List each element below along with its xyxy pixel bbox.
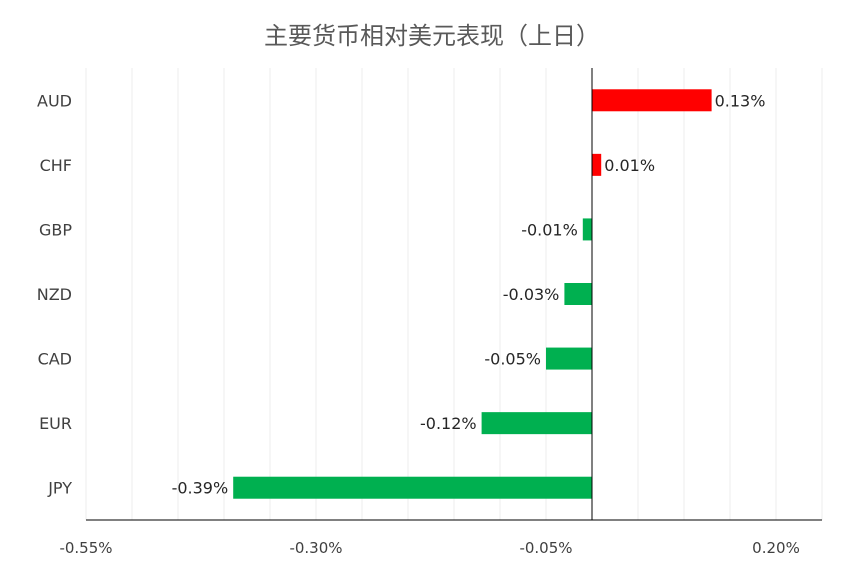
data-label: 0.01% <box>604 156 655 175</box>
bar-aud <box>592 89 712 112</box>
category-label: JPY <box>47 479 72 498</box>
labels: AUD 0.13% CHF 0.01% GBP -0.01% NZD -0.03% CAD -0.… <box>37 91 766 497</box>
data-label: -0.12% <box>420 414 477 433</box>
bar-nzd <box>564 283 592 305</box>
data-label: -0.05% <box>484 350 541 369</box>
chart-title: 主要货币相对美元表现（上日） <box>264 22 600 50</box>
gridlines <box>85 68 823 520</box>
category-label: AUD <box>37 91 72 110</box>
category-label: CHF <box>40 156 72 175</box>
category-label: CAD <box>38 350 72 369</box>
data-label: -0.03% <box>503 285 560 304</box>
bar-chf <box>592 153 602 176</box>
x-tick-label: 0.20% <box>752 539 800 557</box>
bar-cad <box>546 347 592 370</box>
category-label: GBP <box>39 220 72 239</box>
x-tick-label: -0.30% <box>289 539 342 557</box>
data-label: 0.13% <box>715 91 766 110</box>
category-label: EUR <box>39 414 72 433</box>
bar-jpy <box>233 476 592 499</box>
bar-eur <box>481 412 592 435</box>
x-tick-label: -0.55% <box>59 539 112 557</box>
bar-gbp <box>582 218 592 241</box>
data-label: -0.01% <box>521 220 578 239</box>
data-label: -0.39% <box>172 479 229 498</box>
bars <box>233 89 712 499</box>
axes: -0.55% -0.30% -0.05% 0.20% <box>59 68 822 557</box>
category-label: NZD <box>37 285 72 304</box>
x-tick-label: -0.05% <box>519 539 572 557</box>
